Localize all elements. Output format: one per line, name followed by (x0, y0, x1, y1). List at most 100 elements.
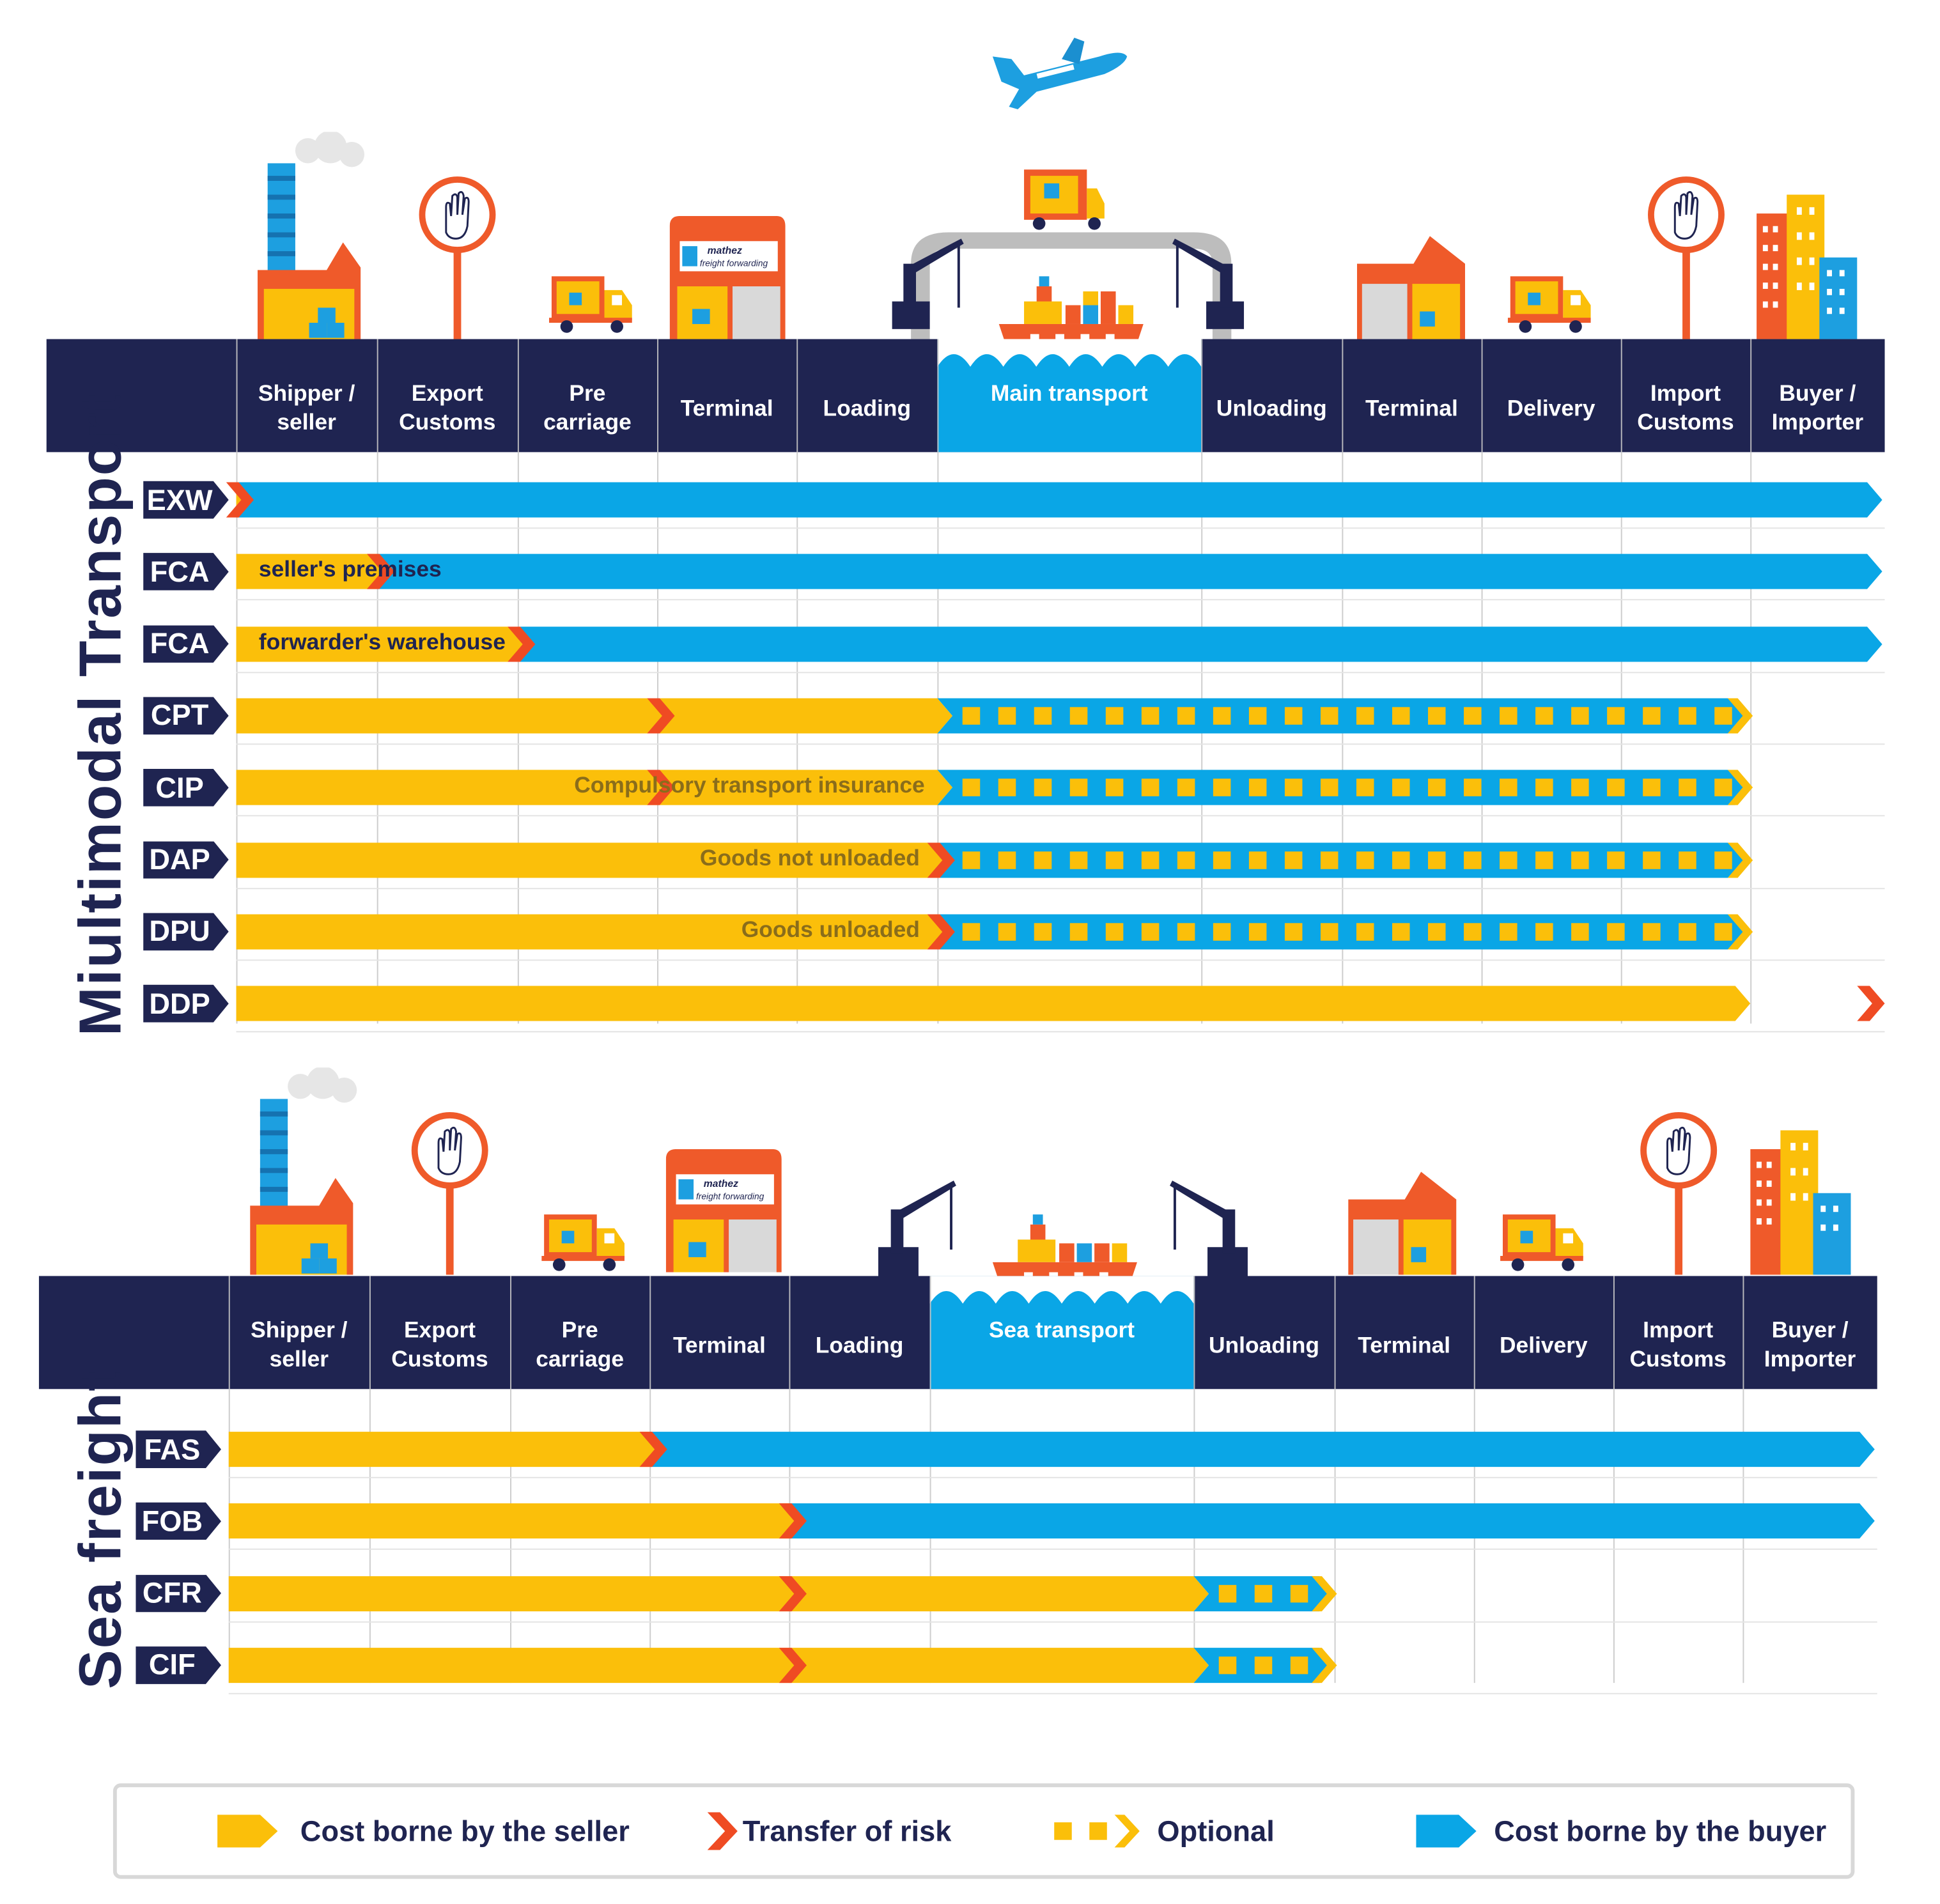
incoterm-label: CIP (143, 768, 229, 807)
optional-square (1177, 851, 1195, 869)
optional-square (1218, 1584, 1237, 1602)
optional-square (1213, 922, 1231, 941)
optional-square (1213, 778, 1231, 797)
optional-square (1069, 707, 1088, 725)
incoterm-bar (236, 842, 1753, 878)
optional-square (1607, 707, 1625, 725)
optional-square (1392, 778, 1410, 797)
optional-square (1607, 922, 1625, 941)
optional-chevron (1312, 1575, 1337, 1611)
incoterm-label: DAP (143, 840, 229, 879)
city-buildings-icon-sea (1750, 1130, 1851, 1275)
optional-square (1356, 851, 1374, 869)
optional-square (1213, 707, 1231, 725)
incoterm-bar (236, 986, 1885, 1021)
optional-square (1392, 922, 1410, 941)
legend-buyer: Cost borne by the buyer (1416, 1787, 1826, 1875)
optional-square (1284, 778, 1303, 797)
optional-square (1428, 922, 1446, 941)
optional-square (1320, 778, 1339, 797)
delivery-truck-icon-sea (1500, 1214, 1583, 1271)
seller-cost-segment (228, 1647, 1209, 1683)
column-divider (369, 1276, 371, 1683)
optional-square (1248, 851, 1267, 869)
incoterm-bar (226, 482, 1882, 518)
risk-transfer-chevron (1857, 986, 1885, 1021)
seller-cost-segment (228, 1503, 805, 1539)
optional-square (1034, 851, 1052, 869)
optional-square (1571, 851, 1589, 869)
column-label: Shipper / seller (258, 380, 355, 435)
incoterm-bar (236, 626, 1882, 662)
incoterm-label: FOB (136, 1502, 221, 1540)
column-label: Sea transport (988, 1317, 1135, 1342)
legend-buyer-label: Cost borne by the buyer (1494, 1814, 1827, 1847)
optional-square (1034, 922, 1052, 941)
optional-square (1356, 778, 1374, 797)
optional-square (1428, 707, 1446, 725)
legend-risk-label: Transfer of risk (742, 1814, 952, 1847)
column-label: Pre carriage (536, 1317, 625, 1372)
buyer-cost-segment (236, 482, 1882, 518)
import-customs-stop-sign-icon-sea (1640, 1112, 1718, 1275)
optional-square (1177, 922, 1195, 941)
seller-cost-segment (228, 1575, 1209, 1611)
optional-square (1218, 1656, 1237, 1675)
buyer-cost-segment (517, 626, 1882, 662)
column-divider (1750, 339, 1752, 1024)
optional-square (1571, 922, 1589, 941)
column-label: Terminal (672, 1331, 766, 1358)
optional-square (998, 707, 1016, 725)
optional-square (1254, 1656, 1273, 1675)
incoterm-bar (228, 1575, 1337, 1611)
optional-square (1571, 778, 1589, 797)
optional-square (1714, 851, 1732, 869)
risk-transfer-chevron (647, 770, 675, 805)
optional-square (998, 851, 1016, 869)
row-divider (236, 599, 1885, 601)
optional-square (1248, 922, 1267, 941)
column-divider (796, 339, 798, 1024)
incoterm-bar (228, 1432, 1875, 1467)
incoterm-bar (236, 770, 1753, 805)
optional-square (1714, 707, 1732, 725)
optional-square (1320, 707, 1339, 725)
crane-left-icon (892, 238, 964, 329)
incoterm-label: FCA (143, 624, 229, 663)
column-label: Loading (823, 394, 912, 421)
column-divider (517, 339, 519, 1024)
optional-square (1141, 707, 1160, 725)
incoterm-label: DPU (143, 913, 229, 951)
bar-note: forwarder's warehouse (258, 628, 506, 654)
seller-cost-segment (228, 1432, 665, 1467)
logo-text: mathez (708, 245, 742, 256)
import-warehouse-icon (1356, 236, 1466, 339)
optional-square (998, 778, 1016, 797)
optional-square (1679, 778, 1696, 797)
city-buildings-icon (1757, 194, 1858, 339)
optional-square (1464, 922, 1482, 941)
column-divider (1473, 1276, 1475, 1683)
wave-icon (929, 1276, 1194, 1304)
risk-transfer-chevron (779, 1503, 807, 1539)
risk-transfer-chevron (508, 626, 536, 662)
incoterm-bar (236, 698, 1753, 734)
optional-square (1290, 1656, 1308, 1675)
column-divider (1620, 339, 1622, 1024)
optional-square (998, 922, 1016, 941)
column-divider (657, 339, 659, 1024)
optional-square (1643, 778, 1661, 797)
buyer-cost-segment (376, 554, 1882, 590)
column-divider (236, 339, 238, 1024)
wave-icon (937, 339, 1202, 367)
column-label: Delivery (1500, 1331, 1588, 1358)
buyer-arrow-icon (1416, 1815, 1477, 1848)
column-label: Buyer / Importer (1764, 1317, 1856, 1372)
seller-arrow-icon (217, 1815, 278, 1848)
incoterm-label: CFR (136, 1574, 221, 1613)
warehouse-icon-sea: mathez freight forwarding (665, 1149, 782, 1273)
optional-square (1464, 851, 1482, 869)
column-divider (376, 339, 378, 1024)
optional-chevron (1312, 1647, 1337, 1683)
optional-square (962, 707, 981, 725)
